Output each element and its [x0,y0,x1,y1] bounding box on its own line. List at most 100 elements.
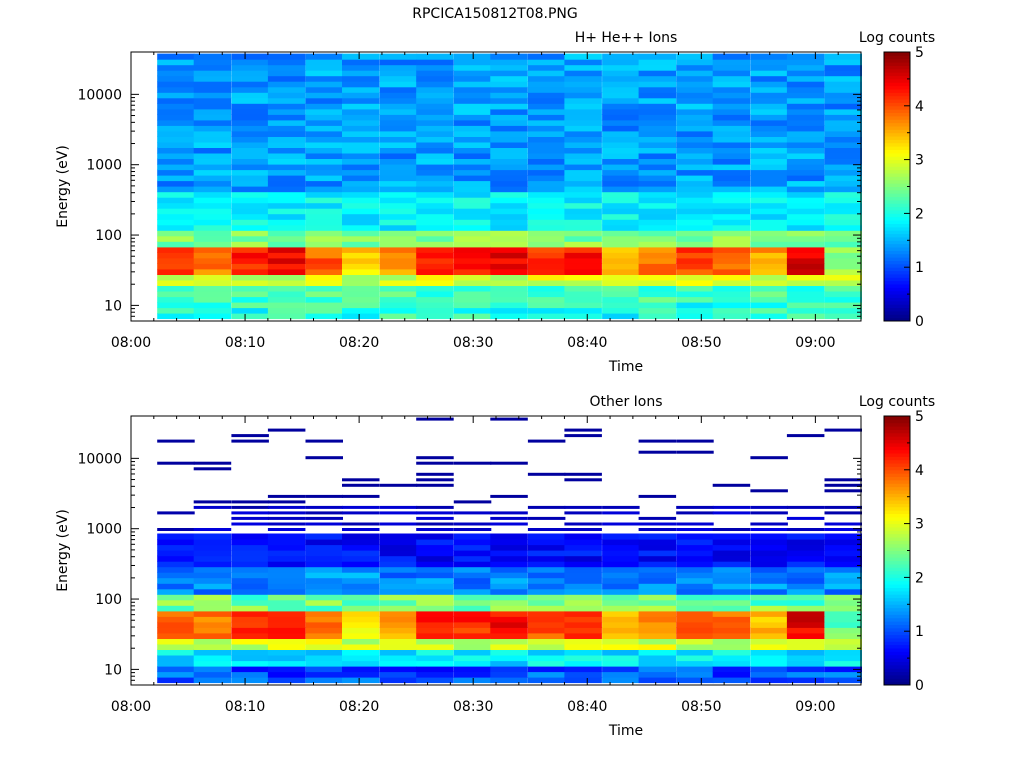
heatmap-cell [602,643,640,650]
colorbar-segment [884,493,910,498]
heatmap-cell [379,86,418,93]
heatmap-cell [786,555,825,562]
heatmap-cell [602,599,640,606]
heatmap-cell [342,616,380,623]
heatmap-cell [824,610,862,617]
heatmap-cell [453,285,492,292]
heatmap-cell [267,500,306,504]
heatmap-cell [527,164,566,171]
colorbar-segment [884,280,910,285]
heatmap-cell [342,511,380,515]
heatmap-cell [267,643,306,650]
heatmap-cell [712,655,751,662]
heatmap-cell [676,638,714,645]
heatmap-cell [824,302,862,309]
heatmap-cell [564,666,602,673]
heatmap-cell [786,191,825,198]
heatmap-cell [231,197,269,204]
heatmap-cell [638,136,677,143]
heatmap-cell [527,588,566,595]
heatmap-cell [193,660,232,667]
heatmap-cell [342,610,380,617]
heatmap-cell [638,539,677,546]
heatmap-cell [712,588,751,595]
heatmap-cell [824,186,862,193]
heatmap-cell [527,572,566,579]
heatmap-cell [750,605,788,612]
heatmap-cell [712,285,751,292]
heatmap-cell [267,230,306,237]
heatmap-cell [564,70,602,77]
heatmap-cell [602,671,640,678]
heatmap-cell [712,583,751,590]
colorbar-segment [884,297,910,302]
heatmap-cell [676,666,714,673]
heatmap-cell [193,252,232,259]
heatmap-cell [490,130,528,137]
colorbar-segment [884,270,910,275]
heatmap-cell [490,561,528,568]
heatmap-cell [416,103,454,110]
heatmap-cell [676,186,714,193]
heatmap-cell [824,213,862,220]
heatmap-cell [676,208,714,215]
heatmap-cell [527,666,566,673]
heatmap-cell [527,302,566,309]
heatmap-cell [342,59,380,66]
heatmap-cell [305,285,343,292]
heatmap-cell [786,141,825,148]
heatmap-cell [750,505,788,509]
heatmap-cell [602,561,640,568]
heatmap-cell [342,114,380,121]
heatmap-cell [416,224,454,231]
heatmap-cell [342,539,380,546]
heatmap-cell [416,274,454,281]
heatmap-cell [193,180,232,187]
heatmap-cell [638,252,677,259]
heatmap-cell [267,666,306,673]
heatmap-cell [750,81,788,88]
heatmap-cell [267,180,306,187]
heatmap-cell [490,511,528,515]
heatmap-cell [564,141,602,148]
heatmap-cell [379,605,418,612]
heatmap-cell [453,130,492,137]
heatmap-cell [193,627,232,634]
heatmap-cell [750,97,788,104]
heatmap-cell [490,186,528,193]
heatmap-cell [602,219,640,226]
heatmap-cell [712,577,751,584]
heatmap-cell [453,147,492,154]
heatmap-cell [602,64,640,71]
heatmap-cell [527,141,566,148]
heatmap-cell [193,555,232,562]
colorbar-segment [884,506,910,511]
heatmap-cell [638,599,677,606]
heatmap-cell [602,230,640,237]
heatmap-cell [638,566,677,573]
heatmap-cell [342,169,380,176]
heatmap-cell [267,313,306,320]
colorbar-segment [884,456,910,461]
heatmap-cell [267,632,306,639]
heatmap-cell [638,594,677,601]
heatmap-cell [490,141,528,148]
heatmap-cell [267,550,306,557]
heatmap-cell [342,671,380,678]
heatmap-cell [379,577,418,584]
heatmap-cell [231,235,269,242]
heatmap-cell [676,505,714,509]
heatmap-cell [231,208,269,215]
heatmap-cell [527,528,566,531]
heatmap-cell [193,53,232,60]
heatmap-cell [786,505,825,509]
heatmap-cell [564,92,602,99]
heatmap-cell [824,246,862,253]
heatmap-cells [157,53,862,320]
heatmap-cell [267,621,306,628]
heatmap-cell [453,268,492,275]
heatmap-cell [602,213,640,220]
heatmap-cell [231,605,269,612]
heatmap-cell [602,539,640,546]
heatmap-cell [231,241,269,248]
